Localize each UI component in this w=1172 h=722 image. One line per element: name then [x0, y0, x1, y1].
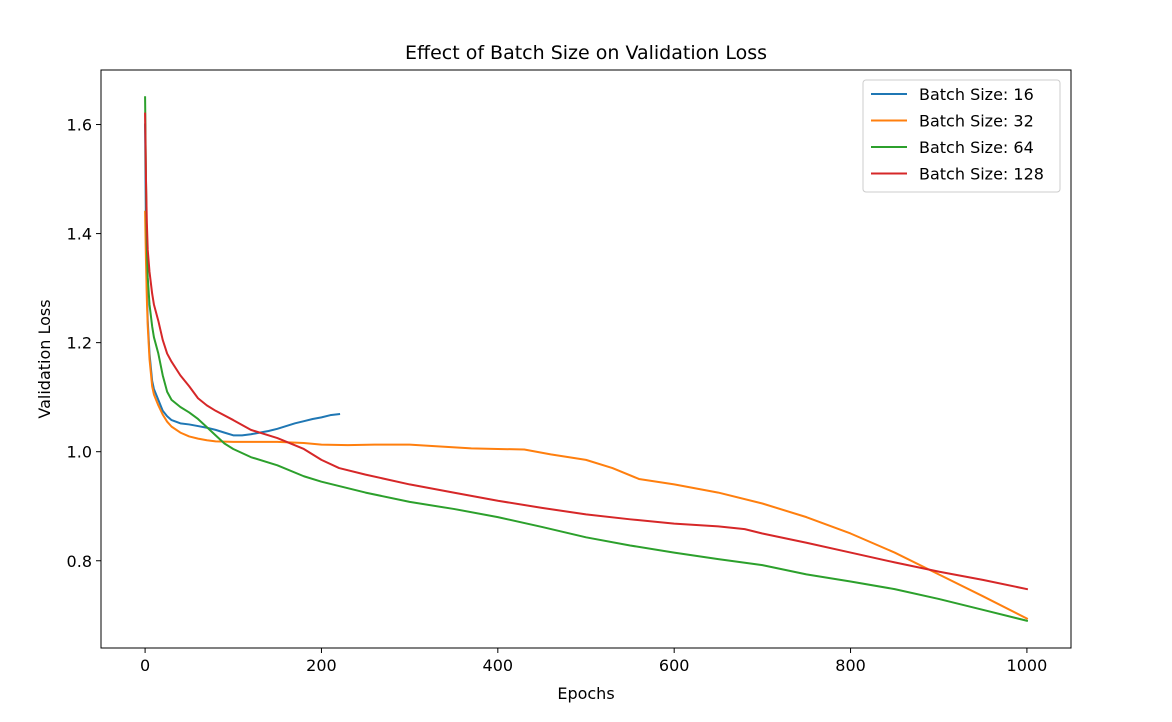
x-tick-label: 400 [483, 656, 514, 675]
legend: Batch Size: 16 Batch Size: 32 Batch Size: … [862, 79, 1061, 193]
legend-box [862, 79, 1061, 193]
series-line-4 [144, 112, 1029, 591]
axes-frame [100, 69, 1072, 649]
plot-area [100, 69, 1072, 649]
legend-label-1: Batch Size: 16 [919, 85, 1034, 104]
x-tick-label: 600 [659, 656, 690, 675]
y-tick-label: 1.2 [67, 334, 92, 353]
x-axis: 0 200 400 600 800 1000 [140, 648, 1047, 675]
legend-label-2: Batch Size: 32 [919, 112, 1034, 131]
x-tick-label: 800 [835, 656, 866, 675]
series-group [144, 96, 1029, 622]
series-line-2 [144, 210, 1029, 620]
series-line-3 [144, 96, 1029, 622]
y-tick-label: 0.8 [67, 552, 92, 571]
y-tick-label: 1.4 [67, 225, 92, 244]
chart-title: Effect of Batch Size on Validation Loss [405, 42, 767, 64]
x-tick-label: 1000 [1007, 656, 1048, 675]
x-tick-label: 0 [140, 656, 150, 675]
y-tick-label: 1.6 [67, 116, 92, 135]
legend-label-4: Batch Size: 128 [919, 165, 1044, 184]
y-axis: 0.8 1.0 1.2 1.4 1.6 [67, 116, 101, 571]
y-tick-label: 1.0 [67, 443, 92, 462]
x-axis-label: Epochs [557, 684, 614, 703]
y-axis-label: Validation Loss [35, 299, 54, 418]
legend-label-3: Batch Size: 64 [919, 138, 1034, 157]
x-tick-label: 200 [306, 656, 337, 675]
